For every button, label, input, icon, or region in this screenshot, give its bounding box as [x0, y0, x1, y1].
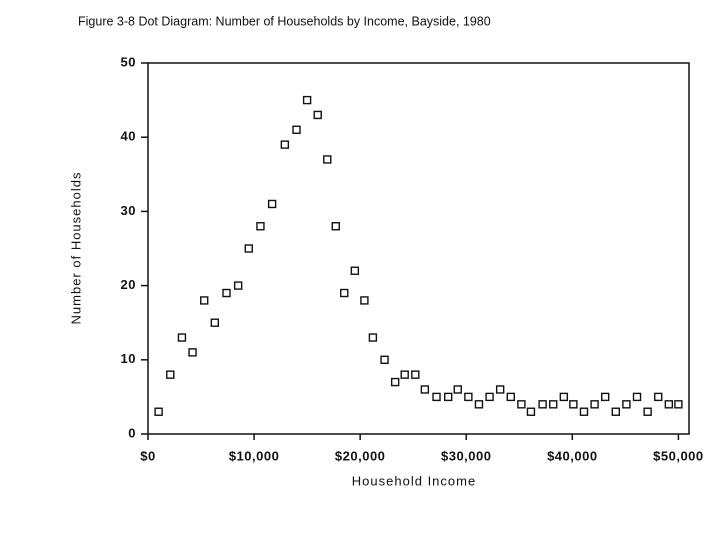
dot: [444, 392, 453, 402]
dot: [632, 392, 642, 402]
dot: [664, 400, 674, 409]
x-axis-title: Household Income: [352, 473, 476, 488]
y-tick-label: 50: [121, 54, 136, 69]
dot: [579, 407, 589, 416]
x-tick-label: $20,000: [335, 448, 386, 463]
dot: [600, 392, 610, 402]
dot: [222, 288, 231, 298]
x-tick-label: $0: [140, 448, 155, 463]
dot: [323, 155, 332, 164]
dot: [177, 333, 187, 342]
dot: [485, 392, 494, 402]
dot: [188, 348, 197, 357]
dot: [256, 222, 265, 231]
dot: [569, 400, 578, 409]
dot: [526, 407, 536, 416]
dot: [360, 296, 369, 305]
dot: [474, 400, 484, 409]
y-tick-label: 20: [121, 277, 136, 292]
dot: [432, 392, 441, 402]
dot: [674, 400, 683, 409]
dot: [506, 392, 515, 402]
dot: [622, 400, 631, 409]
x-tick-label: $40,000: [547, 448, 598, 463]
y-tick-label: 30: [121, 203, 136, 218]
dot: [380, 355, 389, 364]
plot-frame: [147, 62, 690, 435]
chart-title: Figure 3-8 Dot Diagram: Number of Househ…: [78, 14, 491, 28]
dot: [280, 140, 290, 149]
dot: [292, 125, 301, 134]
dot: [420, 385, 430, 394]
dot: [267, 199, 277, 209]
dot: [654, 392, 663, 402]
dot: [495, 385, 505, 394]
x-tick-label: $50,000: [653, 448, 704, 463]
dot: [166, 370, 175, 379]
dot: [590, 400, 599, 409]
dot: [244, 244, 253, 253]
dot: [340, 288, 349, 298]
dot: [368, 333, 378, 342]
dot: [390, 377, 400, 387]
y-axis-title: Number of Households: [68, 172, 83, 325]
dot: [538, 400, 547, 409]
dot: [313, 110, 322, 120]
dot: [233, 281, 243, 290]
y-tick-label: 10: [121, 351, 136, 366]
y-tick-label: 0: [128, 425, 136, 440]
y-tick-label: 40: [121, 129, 136, 144]
dot: [154, 407, 163, 416]
dot: [559, 392, 569, 402]
dot: [350, 266, 360, 275]
x-tick-label: $30,000: [441, 448, 492, 463]
dot: [200, 296, 209, 305]
dot: [517, 400, 526, 409]
dot: [643, 407, 652, 416]
dot: [549, 400, 558, 409]
dot: [411, 370, 420, 379]
dot: [464, 392, 473, 402]
x-tick-label: $10,000: [229, 448, 280, 463]
dot: [453, 385, 462, 394]
dot: [302, 95, 312, 105]
dot: [611, 407, 621, 416]
dot: [400, 370, 409, 379]
dot: [210, 318, 220, 327]
dot: [331, 222, 340, 231]
